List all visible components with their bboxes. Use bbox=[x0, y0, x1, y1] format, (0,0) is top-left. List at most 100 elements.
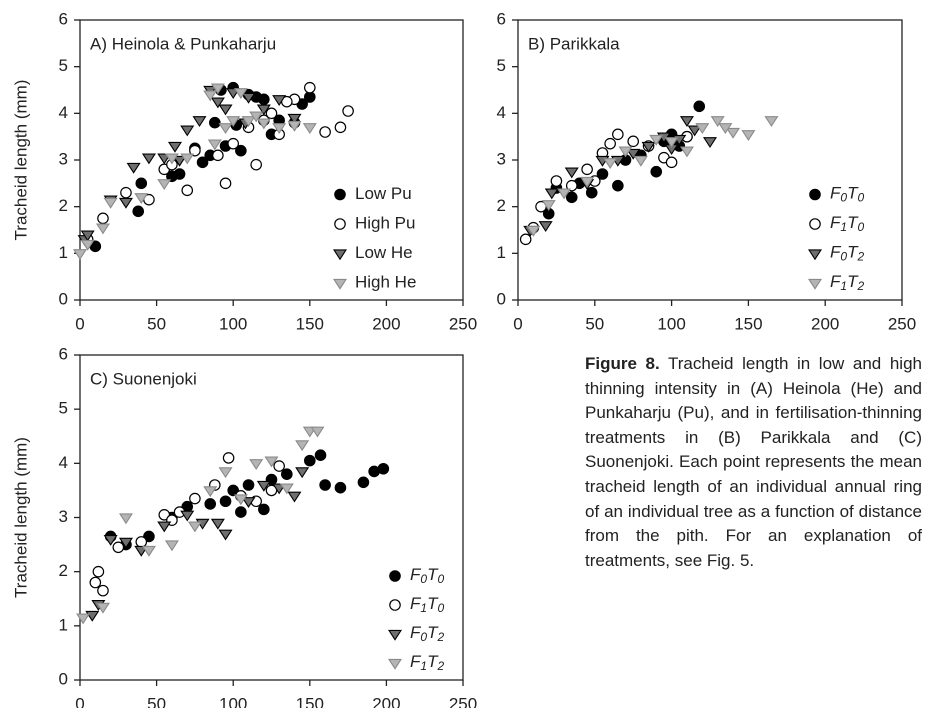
point bbox=[141, 545, 156, 557]
legend-label: F1T0 bbox=[830, 213, 864, 234]
y-tick-label: 1 bbox=[59, 243, 68, 262]
point bbox=[612, 179, 624, 192]
y-tick-label: 6 bbox=[59, 344, 68, 363]
point bbox=[258, 93, 270, 106]
point bbox=[564, 167, 579, 179]
point bbox=[120, 186, 132, 199]
point bbox=[219, 495, 232, 508]
point bbox=[210, 97, 225, 109]
point bbox=[249, 459, 264, 471]
point bbox=[603, 158, 618, 170]
legend-marker bbox=[387, 629, 403, 641]
point bbox=[212, 149, 224, 162]
point bbox=[618, 146, 633, 158]
point bbox=[189, 144, 201, 157]
point bbox=[273, 460, 285, 472]
point bbox=[287, 120, 302, 132]
y-tick-label: 5 bbox=[497, 56, 506, 75]
point bbox=[135, 536, 148, 548]
point bbox=[242, 479, 255, 491]
point bbox=[726, 127, 741, 139]
y-tick-label: 6 bbox=[59, 9, 68, 28]
point bbox=[210, 83, 225, 95]
point bbox=[604, 137, 616, 150]
point bbox=[272, 95, 287, 107]
point bbox=[377, 462, 390, 475]
point bbox=[314, 449, 327, 462]
x-tick-label: 100 bbox=[657, 314, 685, 333]
x-tick-label: 50 bbox=[147, 314, 166, 333]
point bbox=[132, 205, 145, 218]
point bbox=[550, 175, 563, 187]
point bbox=[203, 90, 218, 102]
point bbox=[342, 105, 354, 117]
legend-label: F0T0 bbox=[410, 565, 444, 586]
point bbox=[173, 168, 186, 180]
x-tick-label: 0 bbox=[513, 314, 522, 333]
point bbox=[303, 81, 316, 94]
point bbox=[222, 452, 235, 464]
y-tick-label: 1 bbox=[59, 615, 68, 634]
y-tick-label: 5 bbox=[59, 399, 68, 418]
point bbox=[141, 153, 156, 165]
point bbox=[702, 137, 718, 149]
point bbox=[581, 163, 593, 176]
point bbox=[241, 497, 256, 508]
y-tick-label: 0 bbox=[59, 289, 68, 308]
point bbox=[295, 440, 310, 452]
x-tick-label: 150 bbox=[296, 694, 324, 708]
x-tick-label: 0 bbox=[75, 314, 84, 333]
point bbox=[219, 177, 232, 190]
point bbox=[181, 184, 194, 197]
point bbox=[218, 123, 233, 135]
legend-label: F0T0 bbox=[830, 184, 864, 205]
point bbox=[303, 454, 316, 467]
point bbox=[302, 123, 317, 135]
point bbox=[89, 576, 102, 589]
y-tick-label: 2 bbox=[59, 196, 68, 215]
point bbox=[679, 146, 694, 158]
x-tick-label: 250 bbox=[449, 314, 477, 333]
y-axis-label: Tracheid length (mm) bbox=[11, 437, 30, 598]
point bbox=[180, 153, 195, 165]
legend-marker bbox=[389, 599, 401, 611]
legend-label: F1T2 bbox=[830, 272, 864, 293]
caption: Figure 8. Tracheid length in low and hig… bbox=[585, 352, 922, 573]
legend-label: High He bbox=[355, 272, 416, 291]
y-tick-label: 4 bbox=[497, 103, 506, 122]
point bbox=[264, 456, 279, 468]
point bbox=[118, 537, 133, 549]
point bbox=[641, 141, 656, 153]
point bbox=[334, 481, 347, 494]
y-tick-label: 4 bbox=[59, 103, 68, 122]
y-tick-label: 3 bbox=[59, 149, 68, 168]
point bbox=[596, 168, 609, 180]
y-axis-label: Tracheid length (mm) bbox=[11, 80, 30, 241]
point bbox=[97, 212, 109, 225]
point bbox=[693, 100, 706, 113]
legend-marker bbox=[809, 188, 821, 201]
point bbox=[241, 92, 256, 104]
x-tick-label: 50 bbox=[585, 314, 604, 333]
point bbox=[279, 483, 294, 495]
x-tick-label: 200 bbox=[372, 694, 400, 708]
point bbox=[167, 141, 182, 153]
point bbox=[226, 116, 241, 128]
point bbox=[256, 104, 271, 116]
point bbox=[565, 179, 578, 192]
point bbox=[557, 188, 572, 200]
caption-text: Tracheid length in low and high thinning… bbox=[585, 354, 922, 570]
point bbox=[196, 156, 209, 169]
point bbox=[519, 233, 532, 246]
x-tick-label: 100 bbox=[219, 314, 247, 333]
point bbox=[233, 88, 248, 100]
point bbox=[103, 535, 118, 546]
point bbox=[92, 565, 105, 578]
point bbox=[544, 188, 559, 200]
point bbox=[357, 476, 370, 489]
point bbox=[210, 518, 225, 530]
point bbox=[580, 176, 595, 188]
point bbox=[112, 541, 125, 554]
panel-title: C) Suonenjoki bbox=[90, 369, 197, 388]
point bbox=[626, 148, 641, 160]
